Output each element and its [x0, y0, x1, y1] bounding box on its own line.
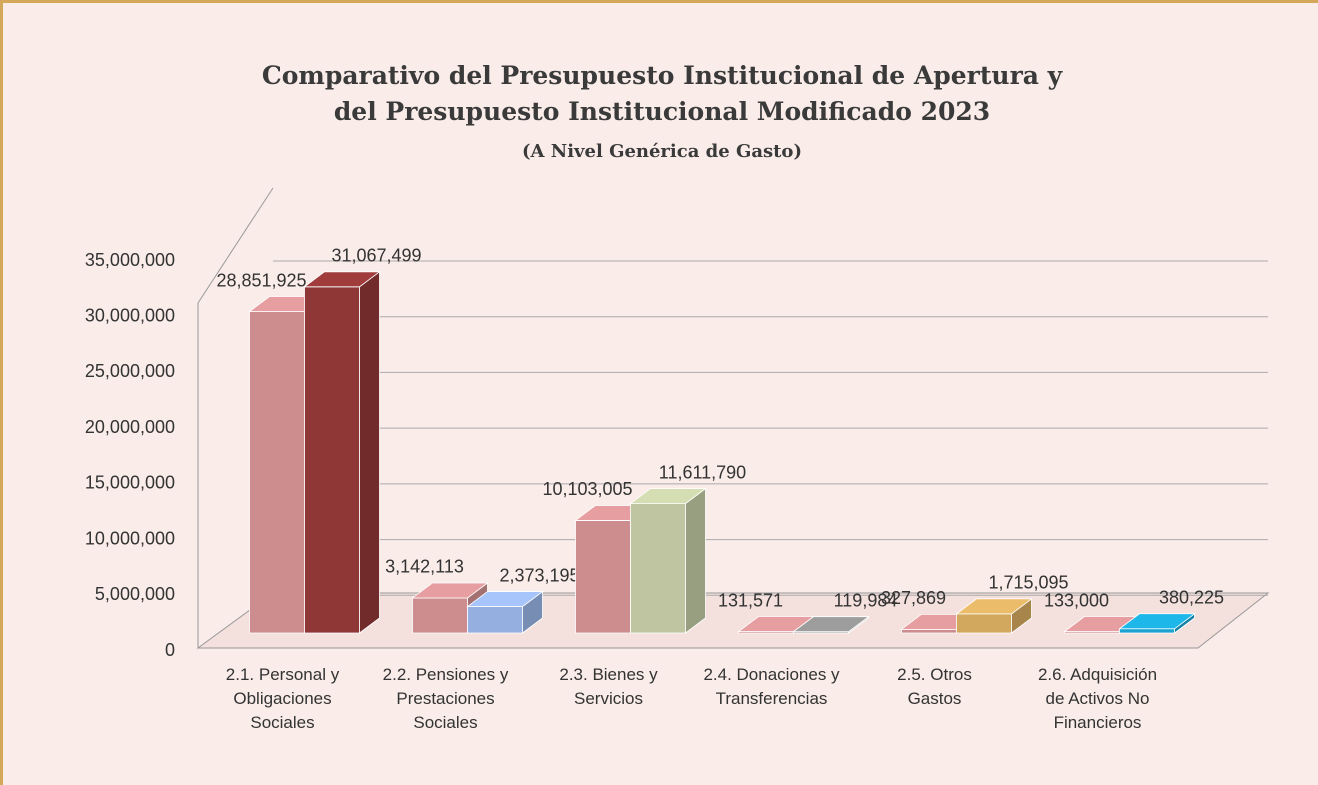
left-wall — [197, 187, 274, 648]
y-tick-label: 25,000,000 — [85, 361, 175, 381]
bar-front — [956, 613, 1012, 634]
chart-title: Comparativo del Presupuesto Instituciona… — [261, 61, 1063, 126]
bar-side — [359, 271, 380, 634]
bar-front — [901, 628, 957, 634]
y-tick-label: 20,000,000 — [85, 417, 175, 437]
x-tick-label: 2.6. Adquisición de Activos No Financier… — [1037, 665, 1158, 732]
bar-top — [1118, 613, 1196, 630]
value-label: 119,984 — [834, 590, 898, 610]
y-tick-label: 30,000,000 — [85, 305, 175, 325]
bar-top — [466, 591, 544, 607]
value-label: 11,611,790 — [659, 462, 746, 482]
chart-subtitle: (A Nivel Genérica de Gasto) — [522, 141, 802, 162]
value-label: 1,715,095 — [988, 573, 1068, 593]
bar-top — [955, 598, 1033, 615]
value-label: 10,103,005 — [542, 479, 632, 499]
y-tick-label: 35,000,000 — [85, 250, 175, 270]
chart-canvas: 0 5,000,000 10,000,000 15,000,000 20,000,000… — [85, 187, 1270, 660]
value-label: 2,373,195 — [499, 565, 579, 585]
bar-top — [303, 271, 381, 288]
bar — [303, 271, 381, 634]
y-tick-label: 5,000,000 — [95, 584, 175, 604]
bar-front — [467, 606, 523, 634]
bar — [792, 615, 870, 634]
bar-top — [629, 488, 707, 505]
x-tick-label: 2.4. Donaciones y Transferencias — [703, 665, 840, 708]
bar-top — [411, 582, 489, 599]
bar-front — [1119, 628, 1175, 634]
x-tick-label: 2.5. Otros Gastos — [897, 665, 972, 708]
y-tick-label: 15,000,000 — [85, 473, 175, 493]
bar-front — [630, 503, 686, 634]
bar-front — [249, 311, 305, 634]
x-tick-label: 2.1. Personal y Obligaciones Sociales — [225, 665, 340, 732]
value-label: 31,067,499 — [331, 246, 421, 266]
y-tick-label: 0 — [165, 640, 175, 660]
value-label: 3,142,113 — [385, 557, 464, 577]
bar — [955, 598, 1033, 634]
y-tick-label: 10,000,000 — [85, 528, 175, 548]
x-tick-label: 2.3. Bienes y Servicios — [559, 665, 658, 708]
bar-side — [685, 487, 706, 634]
bar-top — [792, 616, 870, 633]
bar — [1118, 612, 1196, 634]
bar-front — [412, 597, 468, 634]
value-label: 28,851,925 — [216, 270, 306, 290]
value-label: 380,225 — [1159, 588, 1224, 608]
value-label: 133,000 — [1044, 590, 1109, 610]
bar — [466, 590, 544, 634]
value-label: 327,869 — [881, 588, 946, 608]
x-tick-label: 2.2. Pensiones y Prestaciones Sociales — [382, 665, 509, 732]
bar — [629, 487, 707, 634]
value-label: 131,571 — [718, 590, 783, 610]
bar-front — [304, 286, 360, 634]
bar-front — [575, 520, 631, 634]
